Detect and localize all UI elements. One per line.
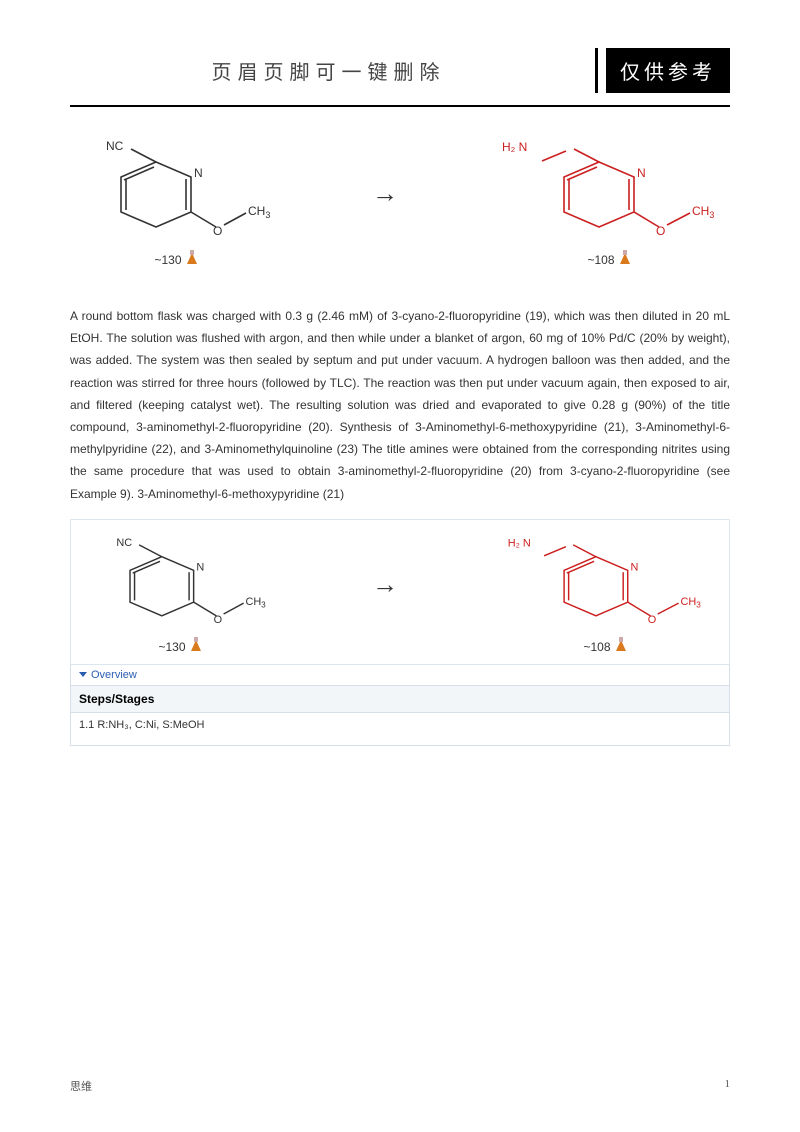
reactant-label-1: ~130	[154, 253, 197, 267]
product-structure-icon: H₂ N N O CH3	[495, 534, 715, 634]
footer-left: 思维	[70, 1078, 92, 1094]
reactant-structure-icon: NC N O CH3	[76, 137, 276, 247]
product-label-2: ~108	[583, 640, 626, 654]
svg-text:H₂ N: H₂ N	[508, 537, 531, 549]
header-divider	[595, 48, 598, 93]
header-title: 页眉页脚可一键删除	[70, 48, 587, 93]
reaction-box: NC N O CH3 ~130 →	[70, 519, 730, 665]
svg-text:N: N	[194, 166, 203, 180]
flask-icon	[190, 640, 202, 654]
svg-text:O: O	[656, 224, 665, 238]
svg-text:O: O	[214, 614, 222, 626]
svg-text:O: O	[213, 224, 222, 238]
page-footer: 思维 1	[70, 1078, 730, 1094]
product-molecule-2: H₂ N N O CH3 ~108	[495, 534, 715, 654]
page-header: 页眉页脚可一键删除 仅供参考	[70, 0, 730, 107]
body-paragraph: A round bottom flask was charged with 0.…	[70, 305, 730, 505]
overview-row: Overview	[70, 665, 730, 686]
reactant-structure-icon: NC N O CH3	[85, 534, 275, 634]
chevron-down-icon	[79, 672, 87, 677]
svg-text:CH3: CH3	[248, 204, 270, 220]
steps-heading: Steps/Stages	[70, 686, 730, 713]
svg-text:NC: NC	[116, 537, 132, 549]
svg-text:CH3: CH3	[680, 596, 701, 610]
svg-text:H₂ N: H₂ N	[502, 140, 527, 154]
svg-text:N: N	[196, 561, 204, 573]
flask-icon	[619, 253, 631, 267]
svg-text:N: N	[630, 561, 638, 573]
reaction-scheme-1: NC N O CH3 ~130 → H₂ N N O CH	[70, 137, 730, 267]
reaction-arrow-1: →	[362, 178, 408, 209]
steps-line: 1.1 R:NH₃, C:Ni, S:MeOH	[70, 713, 730, 746]
header-badge: 仅供参考	[606, 48, 730, 93]
product-label-1: ~108	[587, 253, 630, 267]
svg-text:CH3: CH3	[245, 596, 266, 610]
reactant-molecule-1: NC N O CH3 ~130	[76, 137, 276, 267]
reaction-scheme-2: NC N O CH3 ~130 →	[79, 534, 721, 654]
svg-text:O: O	[648, 614, 656, 626]
flask-icon	[615, 640, 627, 654]
reactant-molecule-2: NC N O CH3 ~130	[85, 534, 275, 654]
reactant-label-2: ~130	[158, 640, 201, 654]
svg-text:NC: NC	[106, 139, 124, 153]
product-molecule-1: H₂ N N O CH3 ~108	[494, 137, 724, 267]
reaction-arrow-2: →	[362, 569, 408, 600]
svg-text:CH3: CH3	[692, 204, 714, 220]
svg-text:N: N	[637, 166, 646, 180]
product-structure-icon: H₂ N N O CH3	[494, 137, 724, 247]
overview-toggle[interactable]: Overview	[79, 669, 137, 681]
footer-page-number: 1	[725, 1078, 731, 1094]
flask-icon	[186, 253, 198, 267]
